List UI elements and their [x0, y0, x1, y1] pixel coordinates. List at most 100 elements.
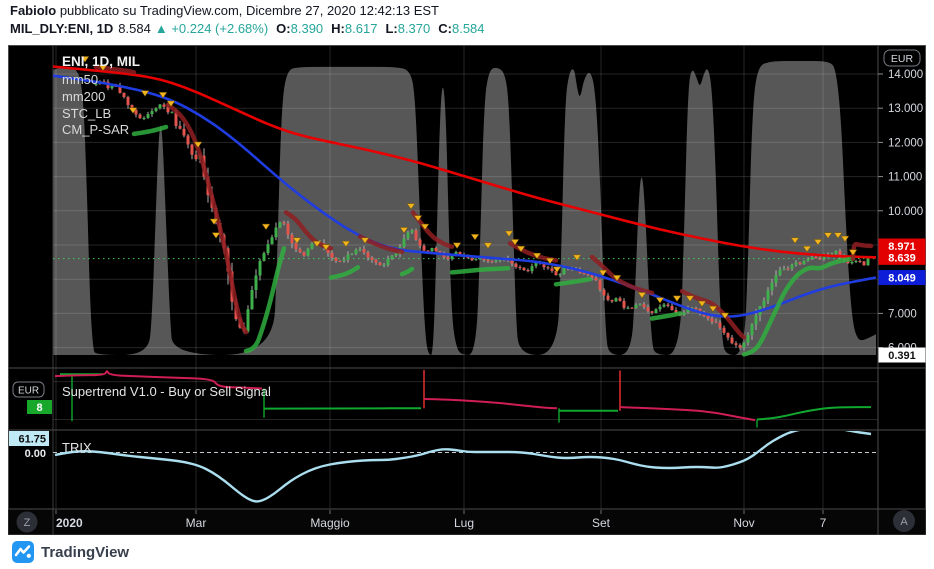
- sell-signal-triangle: [532, 252, 542, 260]
- time-axis-label: Maggio: [310, 516, 350, 530]
- close-value: 8.584: [451, 21, 485, 36]
- high-label: H:: [331, 21, 345, 36]
- high-value: 8.617: [344, 21, 378, 36]
- svg-text:8: 8: [36, 402, 42, 414]
- svg-text:0.391: 0.391: [888, 350, 916, 362]
- supertrend-pane: [54, 369, 871, 428]
- sell-signal-triangle: [193, 141, 203, 148]
- sell-signal-triangle: [840, 235, 850, 243]
- sell-signal-triangle: [685, 295, 695, 302]
- svg-text:8.049: 8.049: [888, 273, 916, 285]
- price-pane-hit-area[interactable]: [53, 46, 878, 367]
- price-axis[interactable]: 14.00013.00012.00011.00010.0007.0006.000…: [877, 46, 926, 535]
- last-price: 8.584: [118, 21, 151, 36]
- sell-signal-triangle: [504, 230, 514, 237]
- open-value: 8.390: [290, 21, 324, 36]
- sell-signal-triangle: [261, 223, 271, 231]
- currency-badge-main: EUR: [883, 49, 921, 67]
- svg-text:A: A: [900, 516, 908, 528]
- scroll-left-button[interactable]: Z: [16, 511, 38, 533]
- legend-symbol: ENI, 1D, MIL: [62, 54, 140, 69]
- trix-title[interactable]: TRIX: [62, 440, 92, 455]
- trix-pane: [53, 431, 876, 503]
- time-axis-label: Set: [592, 516, 611, 530]
- price-tick-label: 13.000: [888, 103, 923, 115]
- legend-item-stc-lb[interactable]: STC_LB: [62, 106, 111, 121]
- sell-signal-triangle: [413, 215, 423, 222]
- supertrend-title[interactable]: Supertrend V1.0 - Buy or Sell Signal: [62, 384, 271, 399]
- currency-badge-supertrend: EUR: [12, 381, 45, 398]
- trix-zero-label: 0.00: [25, 448, 46, 460]
- sell-signal-triangle: [612, 275, 622, 282]
- supertrend-value-tag: 8: [27, 400, 52, 414]
- chart-widget[interactable]: ENI, 1D, MIL mm50 mm200 STC_LB CM_P-SAR …: [8, 45, 926, 535]
- mm50-line: [53, 74, 877, 318]
- time-axis-label: Lug: [454, 516, 474, 530]
- sell-signal-triangle: [420, 223, 430, 231]
- symbol-title[interactable]: MIL_DLY:ENI, 1D: [10, 21, 114, 36]
- sell-signal-triangle: [637, 292, 647, 299]
- sell-signal-triangle: [598, 270, 608, 277]
- sell-signal-triangle: [166, 100, 176, 107]
- open-label: O:: [276, 21, 291, 36]
- sell-signal-triangle: [697, 300, 707, 308]
- sell-signal-triangle: [312, 240, 322, 248]
- sell-signal-triangle: [321, 244, 331, 251]
- time-axis-label: 2020: [56, 516, 83, 530]
- close-label: C:: [438, 21, 452, 36]
- sell-signal-triangle: [813, 239, 823, 246]
- sell-signal-triangle: [545, 258, 555, 265]
- legend-item-mm50[interactable]: mm50: [62, 72, 98, 87]
- price-tick-label: 11.000: [888, 172, 922, 184]
- tradingview-logo[interactable]: [12, 541, 34, 563]
- sell-signal-triangle: [399, 227, 409, 234]
- sell-signal-triangle: [802, 246, 812, 253]
- low-label: L:: [385, 21, 398, 36]
- sell-signal-triangle: [470, 234, 480, 241]
- time-axis-label: 7: [820, 516, 827, 530]
- stc-area-fill: [53, 61, 876, 355]
- low-value: 8.370: [397, 21, 431, 36]
- sell-signal-triangle: [211, 232, 221, 239]
- price-change: ▲ +0.224 (+2.68%): [154, 21, 269, 36]
- sell-signal-triangle: [341, 240, 351, 248]
- sell-signal-triangle: [406, 203, 416, 210]
- mm200-line: [53, 65, 877, 259]
- publish-line: FabioIo pubblicato su TradingView.com, D…: [10, 3, 485, 18]
- sell-signal-triangle: [672, 295, 682, 302]
- price-tag: [878, 270, 926, 286]
- time-axis-label: Nov: [733, 516, 754, 530]
- grid-lines: [52, 46, 878, 535]
- sell-signal-triangle: [572, 254, 582, 261]
- sell-signal-triangle: [292, 237, 302, 244]
- sell-signal-triangle: [708, 305, 718, 313]
- time-axis[interactable]: 2020 Mar Maggio Lug Set Nov 7: [8, 508, 926, 535]
- time-axis-label: Mar: [186, 516, 207, 530]
- publish-text: pubblicato su TradingView.com, Dicembre …: [56, 3, 439, 18]
- price-tick-label: 12.000: [888, 137, 923, 149]
- author-name[interactable]: FabioIo: [10, 3, 57, 18]
- price-tag: [878, 238, 926, 254]
- price-tick-label: 14.000: [888, 69, 923, 81]
- price-tick-label: 10.000: [888, 206, 923, 218]
- sell-signal-triangle: [360, 237, 370, 244]
- sell-signal-triangle: [790, 237, 800, 244]
- sell-signal-triangle: [848, 249, 858, 256]
- sell-signal-triangle: [552, 266, 562, 273]
- sell-signal-triangle: [720, 312, 730, 319]
- legend-item-mm200[interactable]: mm200: [62, 89, 105, 104]
- svg-text:EUR: EUR: [18, 386, 39, 397]
- sell-signal-triangle: [452, 242, 462, 249]
- legend-item-cm-p-sar[interactable]: CM_P-SAR: [62, 122, 129, 137]
- price-tag: [878, 347, 926, 363]
- scroll-right-button[interactable]: A: [893, 510, 915, 532]
- publish-header: FabioIo pubblicato su TradingView.com, D…: [10, 3, 485, 36]
- sell-signal-triangle: [655, 297, 665, 304]
- sell-signal-triangle: [510, 239, 520, 246]
- trix-value-tag: 61.75: [9, 431, 49, 446]
- svg-text:61.75: 61.75: [18, 434, 46, 446]
- brand-name[interactable]: TradingView: [41, 543, 130, 561]
- sell-signal-triangle: [80, 56, 90, 63]
- sell-signal-triangle: [128, 107, 138, 114]
